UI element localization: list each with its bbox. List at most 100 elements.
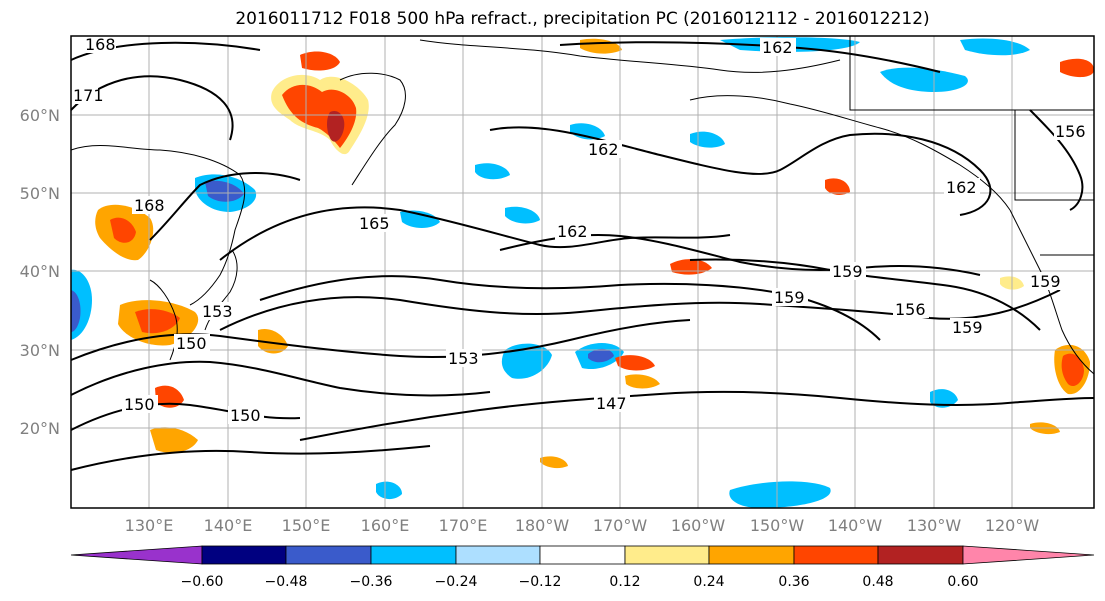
lon-label: 170°W — [593, 516, 648, 535]
contour-label: 156 — [895, 300, 926, 319]
gridlines — [71, 36, 1094, 508]
contour-label-bg — [200, 302, 236, 320]
lon-label: 130°E — [125, 516, 174, 535]
colorbar-tick: −0.24 — [435, 574, 478, 590]
negative-anomaly-east-pacific-3 — [930, 389, 958, 408]
map-background — [71, 36, 1094, 508]
negative-anomaly-subtropical-2-core — [588, 348, 614, 363]
colorbar-segment — [877, 545, 964, 565]
lat-axis-labels: 60°N 50°N 40°N 30°N 20°N — [20, 106, 60, 438]
negative-anomaly-manchuria-core — [205, 180, 244, 202]
colorbar-tick: −0.12 — [519, 574, 562, 590]
negative-anomaly-north-pacific — [400, 210, 440, 228]
contour-label-bg — [950, 318, 986, 336]
contour-label-bg — [594, 394, 630, 412]
contour-label-bg — [357, 214, 393, 232]
contour-label: 162 — [557, 222, 588, 241]
lon-label: 150°E — [282, 516, 331, 535]
positive-anomaly-korea-core — [110, 217, 136, 243]
coastline-kamchatka — [339, 72, 406, 186]
colorbar-tick: 0.48 — [862, 574, 893, 590]
colorbar-segment — [708, 545, 795, 565]
contour-label: 168 — [85, 35, 116, 54]
contour-label: 159 — [832, 262, 863, 281]
contour-label: 147 — [596, 394, 627, 413]
state-borders — [849, 36, 1094, 256]
contour-label-bg — [122, 395, 158, 413]
contour-156 — [219, 289, 1061, 331]
contour-labels: 168 171 168 162 162 165 162 162 156 159 … — [72, 35, 1086, 425]
negative-anomaly-north-pacific-3 — [475, 163, 510, 180]
colorbar-extend-high — [962, 545, 1095, 565]
colorbar-tick: −0.60 — [181, 574, 224, 590]
contour-label-bg — [446, 349, 482, 367]
positive-anomaly-japan-east-core — [135, 309, 180, 334]
contour-label: 162 — [762, 38, 793, 57]
colorbar-tick: −0.36 — [350, 574, 393, 590]
colorbar — [70, 545, 1095, 565]
contour-label: 150 — [176, 334, 207, 353]
positive-anomaly-hawaii-2 — [625, 374, 660, 389]
contour-label-bg — [760, 38, 796, 56]
contour-label: 150 — [124, 395, 155, 414]
positive-anomaly-tropics-1 — [540, 456, 568, 469]
coastline-north-america — [1009, 209, 1095, 375]
contour-label: 153 — [448, 349, 479, 368]
contour-label: 162 — [946, 178, 977, 197]
negative-anomaly-alaska — [880, 67, 968, 92]
positive-anomaly-hawaii — [615, 355, 655, 371]
negative-anomaly-east-pacific-2 — [376, 481, 402, 500]
positive-anomaly-siberia-peak — [327, 110, 345, 142]
colorbar-tick: 0.36 — [778, 574, 809, 590]
contour-label: 159 — [952, 318, 983, 337]
positive-anomaly-mexico-core — [1061, 353, 1084, 387]
colorbar-segment — [455, 545, 541, 565]
contour-165 — [219, 206, 731, 261]
negative-anomaly-north-pacific-2 — [505, 206, 540, 224]
contour-159-b — [259, 275, 881, 341]
contour-label-bg — [893, 300, 929, 318]
colorbar-segment — [793, 545, 879, 565]
contour-150-b — [70, 402, 301, 431]
contour-label: 156 — [1055, 122, 1086, 141]
positive-anomaly-south-2 — [155, 385, 184, 408]
colorbar-tick: 0.24 — [693, 574, 724, 590]
contour-south-1 — [70, 445, 431, 471]
map-frame — [70, 35, 1095, 509]
lat-label-40n: 40°N — [20, 262, 60, 281]
lon-label: 160°W — [671, 516, 726, 535]
contour-label-bg — [830, 262, 866, 280]
contour-171 — [70, 75, 234, 141]
lat-label-50n: 50°N — [20, 184, 60, 203]
positive-anomaly-siberia-2 — [300, 51, 340, 71]
colorbar-tick: −0.48 — [265, 574, 308, 590]
lon-axis-labels: 130°E 140°E 150°E 160°E 170°E 180°W 170°… — [125, 516, 1040, 535]
coastline-alaska — [689, 95, 1011, 211]
negative-anomaly-west-edge-core — [71, 290, 81, 332]
contour-label-bg — [174, 334, 210, 352]
contour-label-bg — [555, 222, 591, 240]
contour-150-a — [70, 360, 491, 397]
lon-label: 180°W — [515, 516, 570, 535]
contour-label-bg — [72, 86, 98, 104]
contour-label: 162 — [588, 140, 619, 159]
negative-anomaly-gulf — [690, 131, 725, 148]
contour-156-east — [1029, 109, 1084, 211]
contour-168-west — [149, 172, 301, 241]
colorbar-segment — [201, 545, 287, 565]
contour-label: 168 — [134, 196, 165, 215]
positive-anomaly-south-1 — [150, 427, 198, 453]
contour-label: 159 — [774, 288, 805, 307]
contour-label: 159 — [1030, 272, 1061, 291]
contour-label-bg — [944, 178, 980, 196]
coastlines — [70, 36, 1095, 375]
lon-label: 140°E — [204, 516, 253, 535]
contour-159-a — [689, 258, 1041, 331]
lon-label: 150°W — [750, 516, 805, 535]
contour-label-bg — [228, 406, 264, 424]
positive-anomaly-arctic-east — [1060, 58, 1094, 78]
contour-168-north — [70, 41, 261, 61]
lat-label-60n: 60°N — [20, 106, 60, 125]
contour-label-bg — [586, 140, 622, 158]
lat-label-30n: 30°N — [20, 341, 60, 360]
